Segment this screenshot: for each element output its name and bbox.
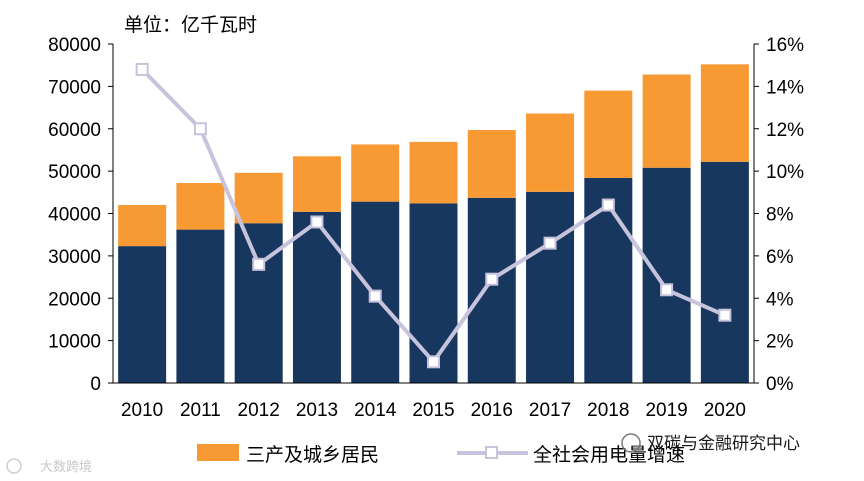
watermark-left-text: 大数跨境 xyxy=(40,460,92,475)
growth-point-marker xyxy=(543,236,557,250)
growth-point-marker xyxy=(310,215,324,229)
legend-line-marker xyxy=(485,446,498,459)
growth-line-series xyxy=(135,62,732,369)
growth-point-marker xyxy=(427,355,440,369)
unit-label: 单位：亿千瓦时 xyxy=(124,14,257,36)
x-tick-label: 2017 xyxy=(529,400,571,421)
bar-base-segment xyxy=(409,203,458,383)
watermark-right-text: 双碳与金融研究中心 xyxy=(647,434,800,454)
bar-base-segment xyxy=(292,211,341,383)
left-tick-label: 70000 xyxy=(48,77,101,98)
growth-point-marker xyxy=(601,198,615,212)
x-tick-label: 2016 xyxy=(471,400,513,421)
right-tick-label: 6% xyxy=(766,247,794,268)
right-tick-label: 10% xyxy=(766,162,804,183)
bar-base-segment xyxy=(118,246,167,383)
legend-label-bar: 三产及城乡居民 xyxy=(246,444,379,466)
growth-point-marker xyxy=(660,283,674,297)
right-tick-label: 16% xyxy=(766,35,804,56)
bar-base-segment xyxy=(526,191,575,383)
watermark-left: 大数跨境 xyxy=(6,458,92,475)
axes: 0 10000 20000 30000 40000 50000 60000 70000 8000… xyxy=(48,35,804,421)
x-tick-label: 2018 xyxy=(587,400,629,421)
legend: 三产及城乡居民 全社会用电量增速 xyxy=(197,444,685,466)
watermark-right: 双碳与金融研究中心 xyxy=(621,433,800,454)
growth-point-marker xyxy=(368,289,382,303)
growth-point-marker xyxy=(252,257,266,271)
x-tick-label: 2019 xyxy=(645,400,687,421)
x-tick-label: 2011 xyxy=(180,400,221,421)
bar-base-segment xyxy=(642,167,691,383)
legend-swatch-bar xyxy=(197,444,239,461)
right-tick-label: 2% xyxy=(766,332,794,353)
bar-base-segment xyxy=(700,161,749,383)
right-tick-label: 0% xyxy=(766,374,794,395)
right-tick-label: 8% xyxy=(766,205,794,226)
x-tick-label: 2015 xyxy=(412,400,454,421)
left-tick-label: 50000 xyxy=(48,162,101,183)
bar-tertiary-residential-segment xyxy=(700,64,749,162)
bar-tertiary-residential-segment xyxy=(118,205,167,247)
bar-base-segment xyxy=(584,177,633,383)
legend-label-line: 全社会用电量增速 xyxy=(533,444,685,466)
growth-point-marker xyxy=(718,308,732,322)
x-tick-label: 2010 xyxy=(121,400,163,421)
left-tick-label: 60000 xyxy=(48,120,101,141)
x-tick-label: 2013 xyxy=(296,400,338,421)
bar-tertiary-residential-segment xyxy=(176,182,225,230)
left-tick-label: 20000 xyxy=(48,289,101,310)
left-tick-label: 0 xyxy=(90,374,101,395)
right-tick-label: 12% xyxy=(766,120,804,141)
bar-series xyxy=(118,64,749,383)
growth-point-marker xyxy=(135,62,149,76)
bar-base-segment xyxy=(234,223,283,383)
x-tick-label: 2014 xyxy=(354,400,397,421)
x-tick-label: 2020 xyxy=(704,400,746,421)
bar-tertiary-residential-segment xyxy=(292,156,341,212)
right-tick-label: 4% xyxy=(766,289,794,310)
watermark-left-logo-icon xyxy=(6,458,22,474)
wechat-icon xyxy=(621,433,641,453)
bar-base-segment xyxy=(176,229,225,383)
x-tick-label: 2012 xyxy=(238,400,280,421)
bar-tertiary-residential-segment xyxy=(526,113,575,192)
growth-point-marker xyxy=(193,122,207,136)
right-tick-label: 14% xyxy=(766,77,804,98)
left-tick-label: 40000 xyxy=(48,205,101,226)
bar-tertiary-residential-segment xyxy=(409,141,458,204)
bar-tertiary-residential-segment xyxy=(467,130,516,198)
left-tick-label: 80000 xyxy=(48,35,101,56)
bar-tertiary-residential-segment xyxy=(642,74,691,168)
bar-tertiary-residential-segment xyxy=(234,172,283,224)
bar-tertiary-residential-segment xyxy=(584,90,633,178)
bar-base-segment xyxy=(467,197,516,383)
bar-tertiary-residential-segment xyxy=(351,144,400,202)
growth-point-marker xyxy=(485,272,499,286)
left-tick-label: 30000 xyxy=(48,247,101,268)
left-tick-label: 10000 xyxy=(48,332,101,353)
